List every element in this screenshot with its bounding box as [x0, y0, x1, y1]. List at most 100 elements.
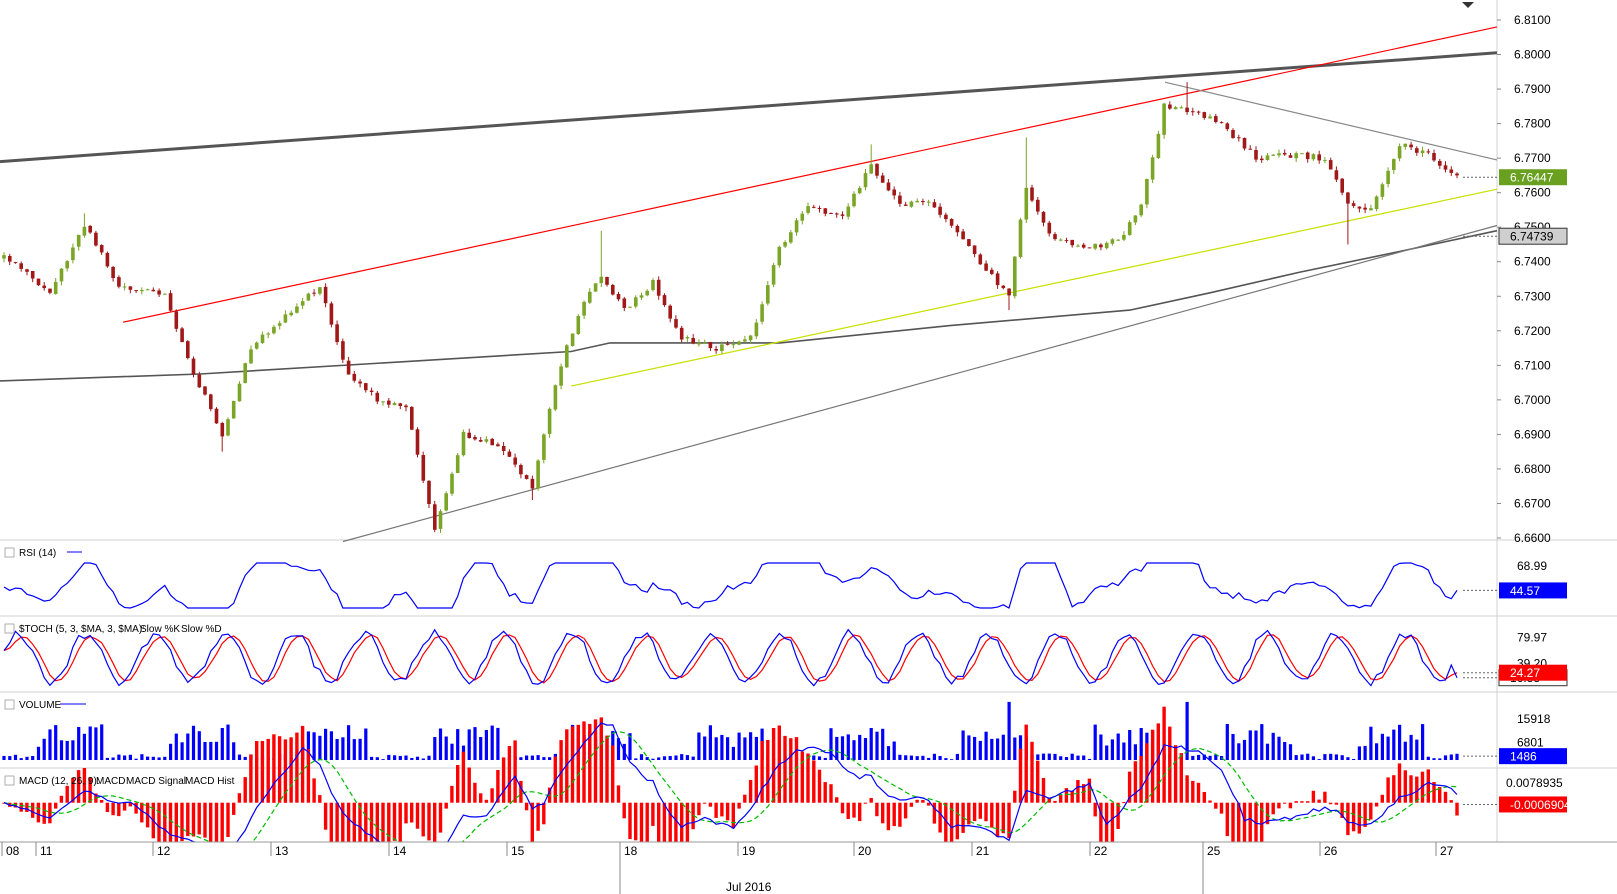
volume-bar — [1449, 754, 1453, 760]
volume-bar — [226, 724, 230, 760]
volume-bar — [186, 733, 190, 760]
stoch-tick-label: 79.97 — [1517, 631, 1547, 645]
candle-body — [547, 408, 552, 434]
candle-body — [1053, 234, 1057, 240]
candle-body — [829, 213, 833, 214]
macd-hist-bar — [737, 802, 741, 809]
candle — [760, 301, 764, 325]
macd-hist-bar — [214, 802, 219, 855]
trendline-descending-resistance[interactable] — [1164, 81, 1498, 161]
candle — [840, 211, 845, 220]
trendline-yellow-channel[interactable] — [570, 188, 1498, 387]
candle — [346, 356, 351, 375]
price-tick-label: 6.7900 — [1514, 82, 1551, 96]
stoch-panel[interactable]: $TOCH (5, 3, $MA, 3, $MA):Slow %K Slow %D… — [3, 623, 1568, 687]
candle-body — [697, 342, 701, 345]
candle-body — [226, 419, 230, 436]
macd-hist-bar — [1277, 802, 1281, 809]
candle — [312, 289, 316, 297]
volume-bar — [31, 756, 35, 760]
candle — [48, 288, 52, 295]
candle — [731, 340, 736, 349]
candle — [1237, 134, 1241, 142]
volume-bar — [668, 756, 672, 760]
trendline-grey-support[interactable] — [342, 224, 1498, 543]
time-axis — [0, 842, 1617, 894]
candle-body — [1030, 187, 1034, 201]
macd-hist-bar — [323, 802, 328, 830]
scroll-arrow-icon[interactable] — [1462, 2, 1474, 8]
candle — [352, 371, 357, 383]
candle-body — [1070, 239, 1074, 246]
candle — [243, 362, 247, 384]
candle-body — [404, 405, 408, 408]
candle — [1449, 166, 1454, 177]
candle — [1455, 172, 1459, 179]
macd-hist-bar — [1328, 802, 1333, 805]
macd-hist-bar — [760, 741, 764, 803]
volume-bar — [1329, 753, 1333, 760]
candle — [392, 401, 397, 406]
candle — [869, 144, 873, 175]
volume-bar — [726, 737, 730, 760]
candle — [1323, 156, 1327, 164]
volume-bar — [1064, 757, 1069, 760]
trendline-red-channel-top[interactable] — [122, 26, 1498, 323]
volume-bar — [548, 757, 552, 760]
candle — [231, 400, 236, 419]
panel-toggle-checkbox[interactable] — [4, 547, 15, 558]
volume-tick-label: 15918 — [1517, 712, 1551, 726]
macd-hist-bar — [708, 802, 713, 807]
price-panel[interactable] — [0, 2, 1498, 543]
trendline-long-resistance[interactable] — [0, 51, 1498, 164]
time-tick-label: 15 — [511, 844, 525, 858]
candle-body — [76, 234, 81, 247]
macd-hist-bar — [1179, 753, 1183, 803]
candle — [852, 191, 856, 208]
macd-legend: MACD — [96, 776, 125, 787]
candle — [708, 341, 713, 351]
volume-bar — [163, 756, 167, 760]
macd-hist-bar — [232, 802, 236, 815]
volume-bar — [530, 755, 534, 760]
macd-hist-bar — [858, 802, 862, 822]
candle — [702, 339, 707, 344]
macd-hist-bar — [450, 785, 454, 803]
macd-hist-bar — [731, 802, 735, 829]
volume-bar — [54, 725, 58, 760]
time-tick-label: 18 — [624, 844, 638, 858]
rsi-panel[interactable]: RSI (14) 68.99 44.57 — [3, 547, 1567, 609]
candle-body — [277, 323, 282, 326]
panel-toggle-checkbox[interactable] — [4, 623, 15, 634]
candle — [381, 401, 385, 406]
candle-body — [1122, 234, 1126, 240]
candle-body — [1248, 148, 1253, 150]
candle — [972, 245, 977, 258]
candle — [1438, 158, 1442, 169]
candle — [949, 218, 954, 228]
macd-hist-bar — [111, 802, 115, 816]
macd-hist-bar — [599, 717, 603, 803]
candle-body — [59, 268, 64, 282]
candle-body — [1340, 178, 1344, 193]
candle — [524, 474, 529, 480]
macd-hist-bar — [501, 757, 506, 803]
panel-toggle-checkbox[interactable] — [4, 775, 15, 786]
macd-hist-bar — [898, 802, 902, 827]
macd-hist-bar — [892, 802, 896, 827]
macd-hist-bar — [42, 802, 46, 824]
candle — [846, 203, 851, 220]
rsi-title: RSI (14) — [19, 548, 56, 559]
macd-hist-bar — [197, 802, 201, 835]
volume-bar — [134, 758, 138, 760]
candle — [1173, 105, 1178, 110]
panel-toggle-checkbox[interactable] — [4, 699, 15, 710]
candle — [467, 428, 471, 439]
candle-body — [128, 286, 133, 290]
candle — [519, 463, 523, 479]
macd-hist-bar — [168, 802, 173, 851]
macd-hist-bar — [444, 802, 448, 809]
candle — [1099, 243, 1103, 251]
